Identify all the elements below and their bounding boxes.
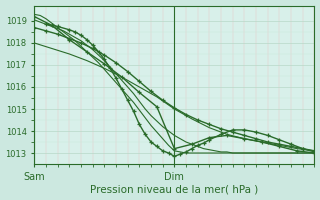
X-axis label: Pression niveau de la mer( hPa ): Pression niveau de la mer( hPa ) <box>90 184 259 194</box>
